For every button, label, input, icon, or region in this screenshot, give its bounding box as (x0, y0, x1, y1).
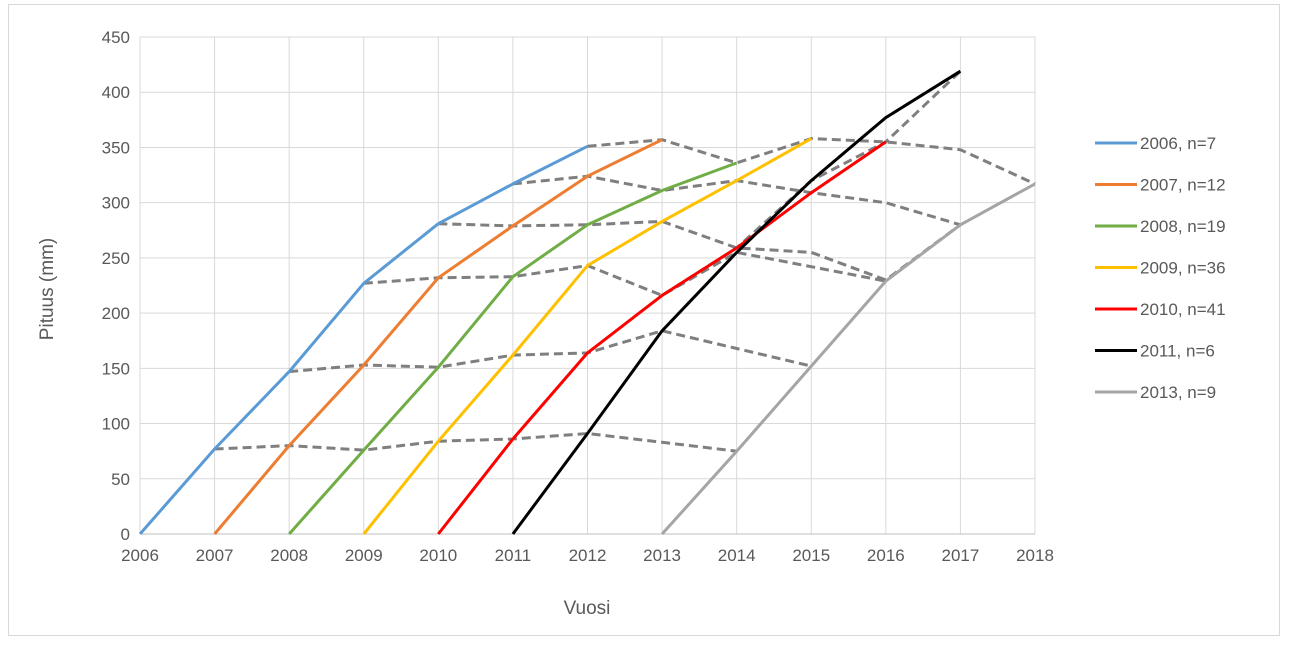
y-axis-title: Pituus (mm) (37, 238, 58, 340)
series-line (288, 161, 738, 535)
series-line (437, 140, 887, 535)
gridlines (139, 36, 1036, 534)
series-line (362, 137, 813, 535)
x-tick-label: 2013 (643, 546, 681, 565)
legend-label: 2009, n=36 (1140, 259, 1226, 278)
y-tick-label: 50 (111, 470, 130, 489)
line-chart: 0 50 100 150 200 250 300 350 400 450 2006 2007 2008… (37, 28, 1226, 619)
series-line (213, 138, 663, 535)
series-line (660, 182, 1036, 536)
y-tick-label: 450 (102, 28, 130, 47)
x-tick-label: 2006 (121, 546, 159, 565)
legend: 2006, n=7 2007, n=12 2008, n=19 2009, n=36 2… (1095, 134, 1226, 402)
legend-label: 2007, n=12 (1140, 176, 1226, 195)
y-tick-labels: 0 50 100 150 200 250 300 350 400 450 (102, 28, 130, 544)
legend-label: 2011, n=6 (1140, 342, 1215, 361)
chart-frame: 0 50 100 150 200 250 300 350 400 450 2006 2007 2008… (8, 4, 1280, 636)
dashed-line (214, 432, 737, 453)
series-lines (138, 69, 1036, 536)
x-tick-label: 2010 (419, 546, 457, 565)
y-tick-label: 100 (102, 415, 130, 434)
x-tick-label: 2009 (345, 546, 383, 565)
x-tick-labels: 2006 2007 2008 2009 2010 2011 2012 2013 2014 2015… (121, 546, 1054, 565)
x-tick-label: 2017 (942, 546, 980, 565)
y-tick-label: 0 (121, 525, 130, 544)
x-tick-label: 2012 (569, 546, 607, 565)
y-tick-label: 300 (102, 194, 130, 213)
x-tick-label: 2007 (196, 546, 234, 565)
x-tick-label: 2014 (718, 546, 756, 565)
y-tick-label: 250 (102, 249, 130, 268)
series-line (511, 69, 962, 535)
dashed-line (289, 329, 812, 374)
y-tick-label: 200 (102, 304, 130, 323)
x-tick-label: 2016 (867, 546, 905, 565)
y-tick-label: 400 (102, 83, 130, 102)
legend-label: 2013, n=9 (1140, 383, 1216, 402)
dashed-line (363, 250, 887, 297)
series-line (138, 144, 589, 535)
legend-label: 2008, n=19 (1140, 217, 1226, 236)
legend-label: 2010, n=41 (1140, 300, 1226, 319)
y-tick-label: 150 (102, 359, 130, 378)
legend-label: 2006, n=7 (1140, 134, 1216, 153)
x-tick-label: 2018 (1016, 546, 1054, 565)
dashed-line (438, 219, 962, 282)
y-tick-label: 350 (102, 138, 130, 157)
dashed-line (735, 70, 962, 254)
x-axis-title: Vuosi (564, 598, 611, 619)
x-tick-label: 2008 (270, 546, 308, 565)
x-tick-label: 2015 (792, 546, 830, 565)
x-tick-label: 2011 (495, 546, 532, 565)
